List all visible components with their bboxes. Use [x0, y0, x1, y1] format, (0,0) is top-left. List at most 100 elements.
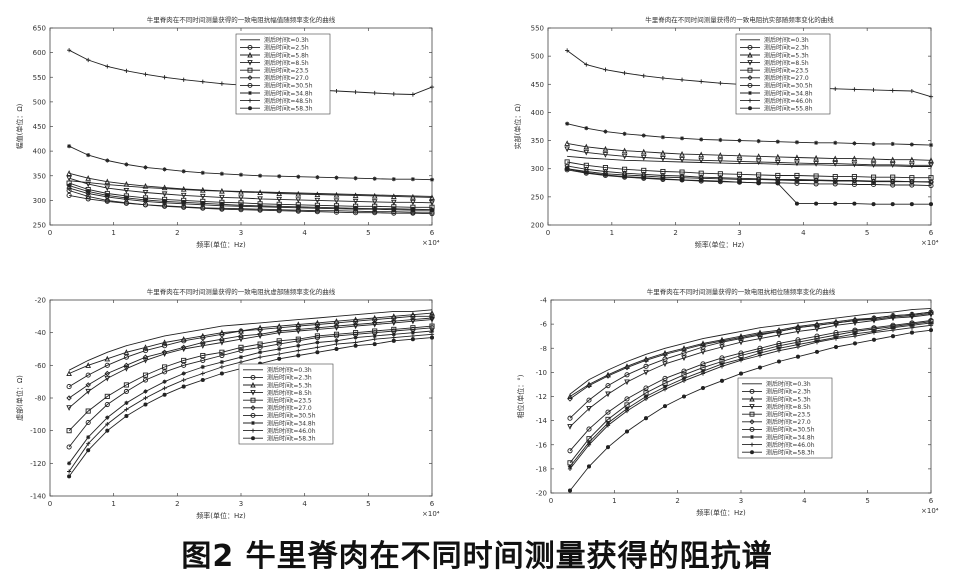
data-point: [352, 321, 359, 328]
data-point: [334, 205, 339, 210]
data-point: [162, 203, 168, 209]
data-point: [104, 355, 111, 362]
data-point: [219, 364, 224, 370]
data-point: [390, 313, 397, 319]
legend-label: 测后时间t=27.0: [764, 74, 809, 82]
data-point: [567, 464, 573, 469]
data-point: [143, 389, 148, 394]
data-point: [238, 327, 244, 334]
data-point: [333, 209, 340, 215]
data-point: [142, 202, 149, 208]
data-point: [662, 384, 668, 389]
data-point: [567, 466, 573, 471]
legend-label: 测后时间t=8.5h: [264, 59, 309, 67]
data-point: [700, 371, 706, 376]
data-point: [200, 339, 206, 346]
data-point: [429, 207, 435, 212]
data-point: [105, 422, 110, 427]
data-point: [738, 350, 744, 356]
data-point: [180, 185, 187, 192]
legend-marker: [251, 421, 255, 425]
data-point: [180, 344, 187, 351]
data-point: [353, 206, 358, 211]
data-point: [410, 92, 415, 97]
data-point: [774, 159, 781, 166]
data-point: [296, 343, 301, 348]
y-tick-label: 250: [531, 193, 544, 201]
data-point: [662, 351, 668, 358]
data-point: [567, 424, 573, 430]
data-point: [681, 394, 687, 399]
series-line: [569, 322, 932, 467]
data-point: [85, 419, 91, 426]
data-point: [410, 311, 416, 318]
legend-marker: [247, 44, 253, 50]
x-tick-label: 5: [366, 500, 370, 508]
data-point: [258, 355, 263, 360]
y-tick-label: 350: [33, 172, 46, 180]
chart-panel: 牛里脊肉在不同时间测量获得的一致电阻抗相位随频率变化的曲线 0 1 2 3 4 5 6 -20 -…: [516, 287, 939, 517]
data-point: [643, 385, 649, 391]
data-point: [372, 333, 377, 339]
data-point: [85, 382, 91, 388]
data-point: [200, 378, 205, 383]
x-axis-exponent: ×10⁴: [422, 239, 440, 247]
data-point: [143, 72, 148, 77]
x-tick-label: 0: [48, 500, 52, 508]
legend-label: 测后时间t=27.0: [267, 404, 312, 412]
data-point: [564, 146, 570, 153]
data-point: [718, 179, 723, 184]
data-point: [333, 331, 340, 337]
series-line: [567, 155, 931, 167]
data-point: [928, 94, 934, 99]
data-point: [698, 151, 705, 158]
legend-label: 测后时间t=5.3h: [764, 51, 809, 59]
data-point: [142, 357, 149, 364]
data-point: [890, 182, 896, 188]
data-point: [814, 322, 820, 329]
data-point: [679, 136, 685, 141]
data-point: [161, 184, 168, 191]
data-point: [181, 384, 186, 389]
data-point: [85, 408, 91, 414]
data-point: [909, 178, 915, 185]
data-point: [832, 181, 838, 187]
data-point: [257, 189, 263, 196]
series-line: [567, 168, 931, 205]
data-point: [776, 359, 782, 364]
data-point: [352, 192, 359, 199]
y-tick-label: 300: [33, 197, 46, 205]
data-point: [624, 372, 630, 378]
data-point: [296, 353, 301, 358]
data-point: [757, 350, 763, 356]
data-point: [276, 341, 282, 347]
data-point: [67, 183, 72, 188]
data-point: [681, 378, 687, 383]
chart-title: 牛里脊肉在不同时间测量获得的一致电阻抗相位随频率变化的曲线: [647, 287, 836, 296]
data-point: [871, 337, 877, 342]
data-point: [624, 408, 630, 414]
data-point: [105, 158, 110, 163]
data-point: [219, 349, 225, 355]
series-line: [68, 317, 433, 399]
data-point: [66, 187, 72, 194]
data-point: [142, 348, 149, 354]
data-point: [586, 442, 592, 447]
data-point: [200, 357, 206, 363]
y-tick-label: -14: [536, 417, 548, 425]
data-point: [353, 330, 359, 336]
data-point: [429, 315, 435, 321]
y-tick-label: 500: [33, 98, 46, 106]
data-point: [567, 488, 573, 493]
y-tick-label: -100: [30, 427, 46, 435]
data-point: [315, 205, 320, 210]
data-point: [258, 350, 263, 355]
data-point: [660, 135, 665, 140]
data-point: [161, 339, 168, 346]
x-tick-label: 3: [739, 497, 743, 505]
data-point: [200, 79, 205, 84]
legend-label: 测后时间t=48.5h: [264, 97, 313, 105]
data-point: [833, 320, 839, 326]
data-point: [353, 89, 358, 95]
series-line: [68, 312, 433, 374]
